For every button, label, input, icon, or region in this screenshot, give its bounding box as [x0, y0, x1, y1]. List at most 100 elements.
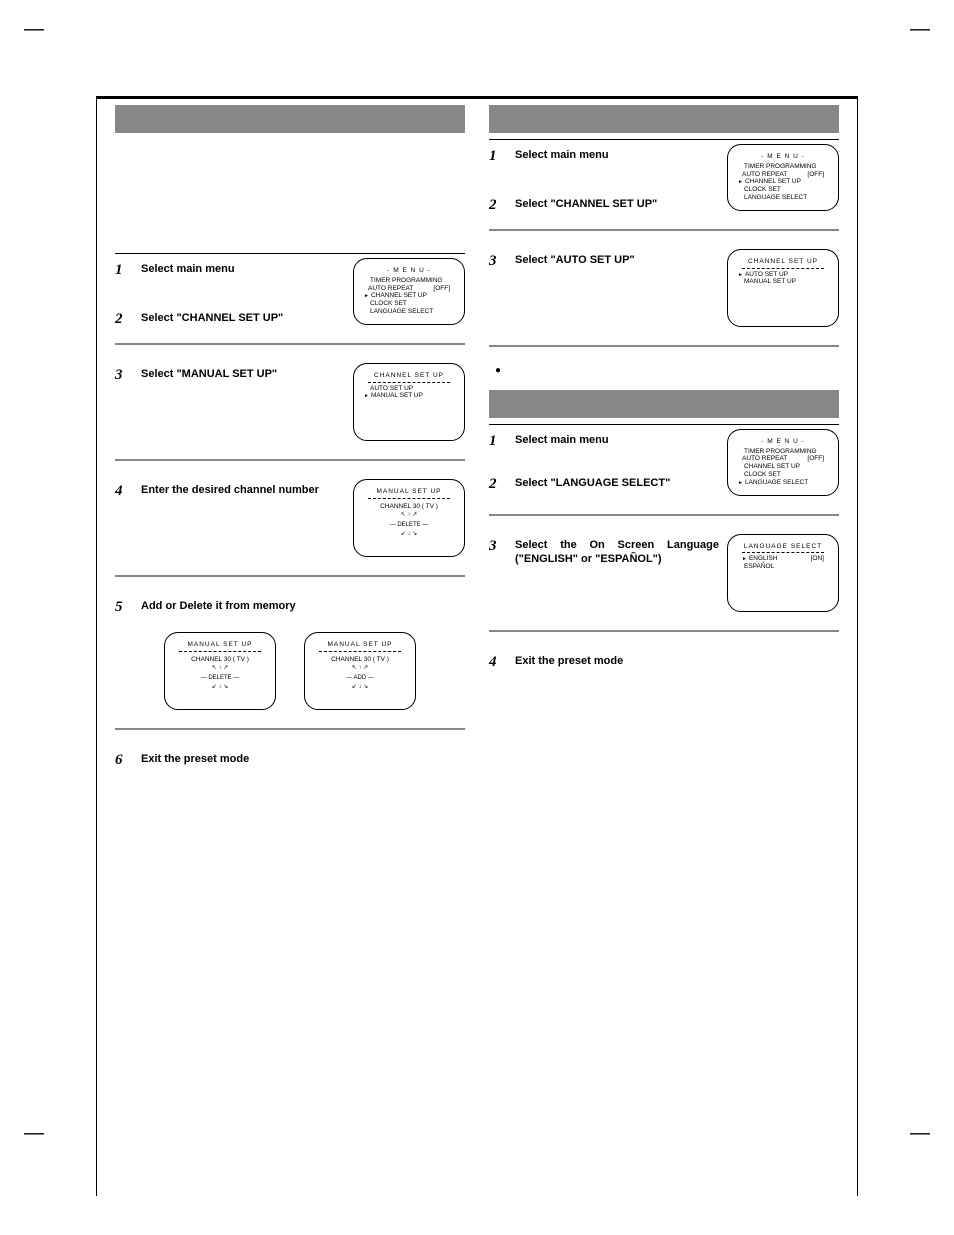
- osd-arrows-icon: ↖ ↑ ↗: [171, 665, 269, 672]
- step-text: Select "AUTO SET UP": [515, 253, 719, 270]
- page-container: 1 Select main menu 2 Select "CHANNEL SET…: [96, 96, 858, 1196]
- osd-item: TIMER PROGRAMMING: [734, 163, 832, 171]
- osd-channel-row: CHANNEL 30 ( TV ): [191, 656, 249, 664]
- right-column: 1 Select main menu 2 Select "CHANNEL SET…: [489, 105, 839, 769]
- osd-action-label: — DELETE —: [201, 675, 240, 681]
- osd-title: - M E N U -: [734, 438, 832, 446]
- osd-item-value: [OFF]: [433, 285, 450, 293]
- step-text: Select "LANGUAGE SELECT": [515, 476, 719, 493]
- osd-item-value: [ON]: [811, 555, 824, 563]
- step-number: 3: [489, 253, 503, 270]
- step-text: Enter the desired channel number: [141, 483, 345, 500]
- osd-arrows-icon: ↙ ↓ ↘: [311, 684, 409, 691]
- step-number: 2: [489, 197, 503, 214]
- step-separator: [489, 229, 839, 231]
- step-separator: [115, 459, 465, 461]
- osd-screen-manual-setup: MANUAL SET UP CHANNEL 30 ( TV ) ↖ ↑ ↗ — …: [353, 479, 465, 557]
- step-text: Select main menu: [515, 148, 719, 165]
- osd-item: TIMER PROGRAMMING: [360, 277, 458, 285]
- osd-title: MANUAL SET UP: [311, 641, 409, 649]
- section-heading-bar: [115, 105, 465, 133]
- osd-arrows-icon: ↙ ↓ ↘: [171, 684, 269, 691]
- osd-item: CHANNEL SET UP: [734, 463, 832, 471]
- left-column: 1 Select main menu 2 Select "CHANNEL SET…: [115, 105, 465, 769]
- osd-screen-menu: - M E N U - TIMER PROGRAMMING AUTO REPEA…: [727, 144, 839, 211]
- step-text: Add or Delete it from memory: [141, 599, 465, 616]
- step-separator: [115, 728, 465, 730]
- step-text: Select "CHANNEL SET UP": [141, 311, 345, 328]
- step-text: Select main menu: [515, 433, 719, 450]
- osd-title: MANUAL SET UP: [360, 488, 458, 496]
- step-text: Select "CHANNEL SET UP": [515, 197, 719, 214]
- osd-item: AUTO SET UP: [360, 385, 458, 393]
- step-separator: [115, 343, 465, 345]
- osd-title: CHANNEL SET UP: [360, 372, 458, 380]
- osd-screen-language-select: LANGUAGE SELECT ENGLISH [ON] ESPAÑOL: [727, 534, 839, 612]
- osd-screen-menu: - M E N U - TIMER PROGRAMMING AUTO REPEA…: [727, 429, 839, 496]
- section-heading-bar: [489, 105, 839, 133]
- osd-item: ESPAÑOL: [734, 563, 832, 571]
- step-text: Select "MANUAL SET UP": [141, 367, 345, 384]
- osd-item-selected: CHANNEL SET UP: [360, 292, 458, 300]
- step-number: 4: [115, 483, 129, 500]
- osd-screen-channel-setup: CHANNEL SET UP AUTO SET UP MANUAL SET UP: [353, 363, 465, 441]
- step-separator: [115, 575, 465, 577]
- step-number: 5: [115, 599, 129, 616]
- osd-item: CLOCK SET: [360, 300, 458, 308]
- osd-item: AUTO REPEAT: [742, 171, 787, 179]
- osd-item-value: [OFF]: [807, 455, 824, 463]
- osd-title: MANUAL SET UP: [171, 641, 269, 649]
- osd-item: CLOCK SET: [734, 471, 832, 479]
- step-number: 2: [115, 311, 129, 328]
- osd-item-selected: ENGLISH: [742, 555, 778, 563]
- osd-item-selected: LANGUAGE SELECT: [734, 479, 832, 487]
- osd-arrows-icon: ↙ ↓ ↘: [360, 531, 458, 538]
- step-text: Select main menu: [141, 262, 345, 279]
- osd-screen-manual-delete: MANUAL SET UP CHANNEL 30 ( TV ) ↖ ↑ ↗ — …: [164, 632, 276, 710]
- osd-arrows-icon: ↖ ↑ ↗: [360, 512, 458, 519]
- osd-arrows-icon: ↖ ↑ ↗: [311, 665, 409, 672]
- osd-item: LANGUAGE SELECT: [734, 194, 832, 202]
- step-number: 3: [489, 538, 503, 567]
- osd-item-selected: CHANNEL SET UP: [734, 178, 832, 186]
- osd-item: TIMER PROGRAMMING: [734, 448, 832, 456]
- crop-mark: —: [24, 1122, 44, 1145]
- step-number: 1: [489, 148, 503, 165]
- section-heading-bar: [489, 390, 839, 418]
- osd-action-label: — DELETE —: [390, 522, 429, 528]
- step-number: 3: [115, 367, 129, 384]
- osd-item: CLOCK SET: [734, 186, 832, 194]
- bullet-note: ●: [489, 361, 839, 380]
- osd-screen-menu: - M E N U - TIMER PROGRAMMING AUTO REPEA…: [353, 258, 465, 325]
- osd-title: CHANNEL SET UP: [734, 258, 832, 266]
- step-number: 4: [489, 654, 503, 671]
- osd-item: MANUAL SET UP: [734, 278, 832, 286]
- step-separator: [489, 345, 839, 347]
- osd-channel-row: CHANNEL 30 ( TV ): [380, 503, 438, 511]
- crop-mark: —: [910, 18, 930, 41]
- osd-item: AUTO REPEAT: [742, 455, 787, 463]
- step-separator: [489, 514, 839, 516]
- osd-item: AUTO REPEAT: [368, 285, 413, 293]
- osd-item: LANGUAGE SELECT: [360, 308, 458, 316]
- osd-item-value: [OFF]: [807, 171, 824, 179]
- step-number: 6: [115, 752, 129, 769]
- osd-title: - M E N U -: [734, 153, 832, 161]
- step-number: 1: [115, 262, 129, 279]
- osd-screen-manual-add: MANUAL SET UP CHANNEL 30 ( TV ) ↖ ↑ ↗ — …: [304, 632, 416, 710]
- step-number: 1: [489, 433, 503, 450]
- step-text: Select the On Screen Language ("ENGLISH"…: [515, 538, 719, 567]
- crop-mark: —: [24, 18, 44, 41]
- step-text: Exit the preset mode: [141, 752, 465, 769]
- osd-item-selected: AUTO SET UP: [734, 271, 832, 279]
- step-number: 2: [489, 476, 503, 493]
- crop-mark: —: [910, 1122, 930, 1145]
- osd-channel-row: CHANNEL 30 ( TV ): [331, 656, 389, 664]
- osd-title: - M E N U -: [360, 267, 458, 275]
- step-separator: [489, 630, 839, 632]
- osd-action-label: — ADD —: [346, 675, 374, 681]
- osd-title: LANGUAGE SELECT: [734, 543, 832, 551]
- step-text: Exit the preset mode: [515, 654, 839, 671]
- osd-screen-channel-setup: CHANNEL SET UP AUTO SET UP MANUAL SET UP: [727, 249, 839, 327]
- osd-item-selected: MANUAL SET UP: [360, 392, 458, 400]
